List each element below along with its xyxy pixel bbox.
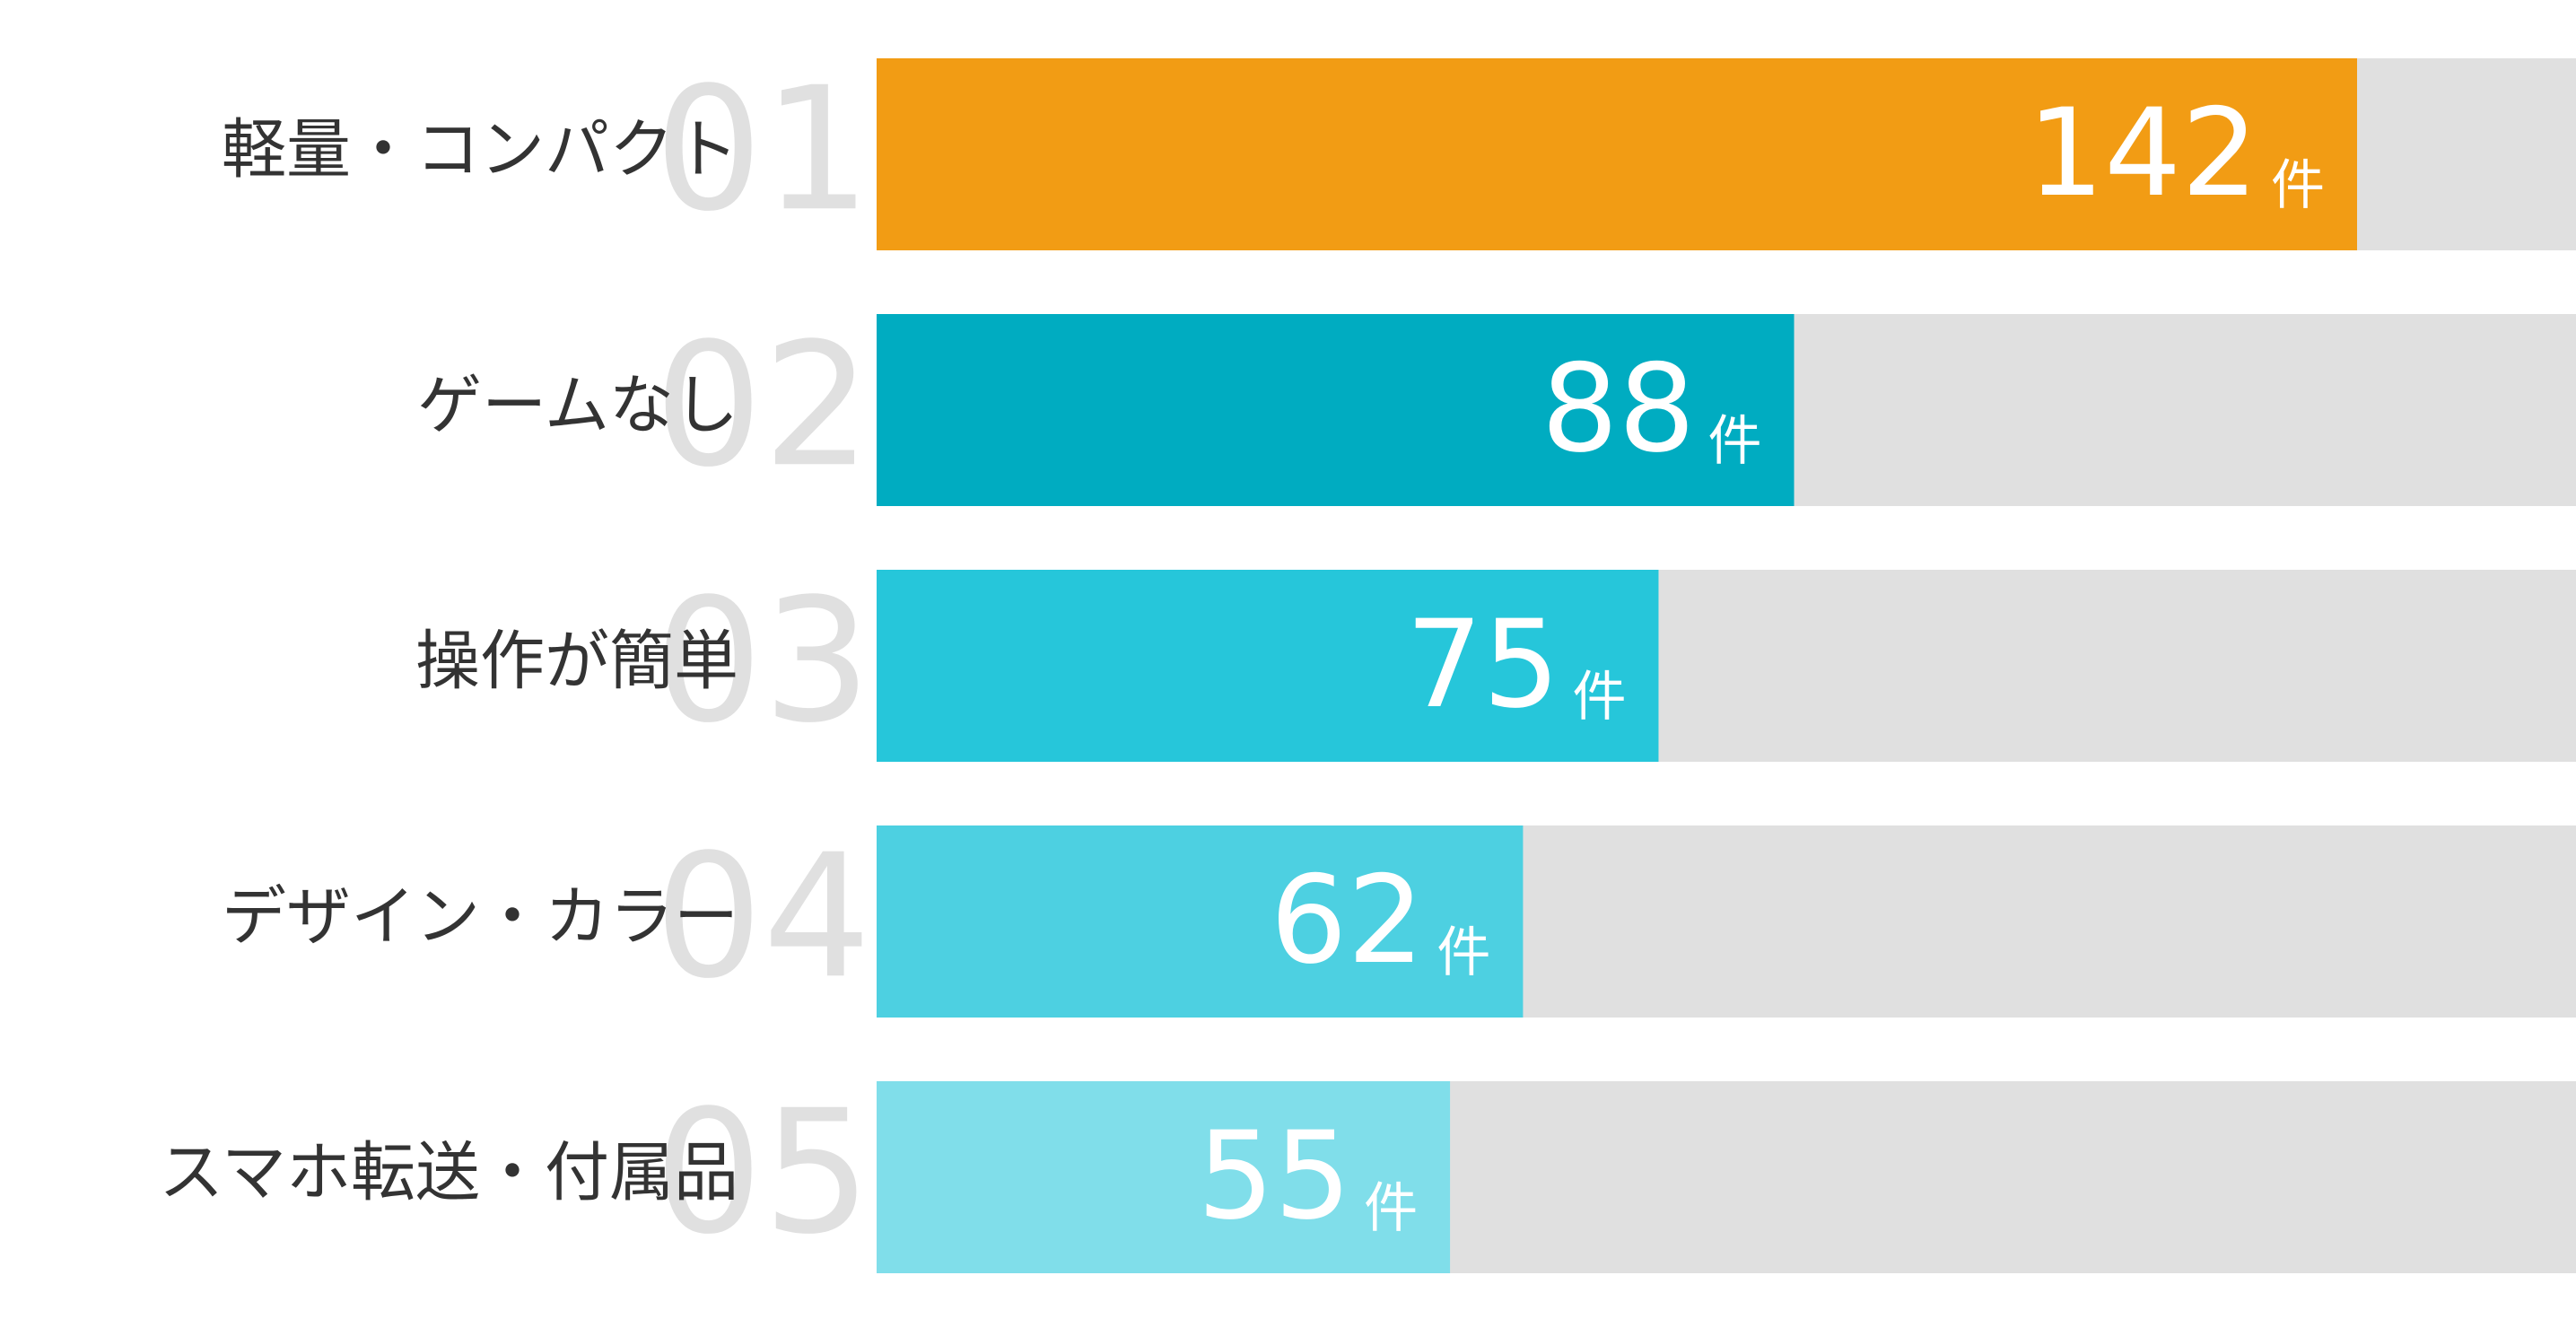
bar [877,1081,1451,1273]
value-unit: 件 [1572,666,1626,729]
value-number: 55 [1197,1105,1351,1246]
value-label: 62 件 [1271,850,1491,991]
bar [877,825,1524,1018]
value-unit: 件 [1436,922,1490,984]
value-number: 62 [1271,850,1425,991]
value-number: 75 [1406,594,1560,735]
value-label: 142 件 [2027,83,2325,223]
value-label: 88 件 [1541,338,1762,479]
value-unit: 件 [2271,154,2325,217]
rank-number: 04 [654,817,871,1016]
rank-number: 03 [654,562,871,760]
category-label: 軽量・コンパクト [222,112,738,188]
bar [877,314,1794,506]
bar [877,570,1659,762]
value-number: 88 [1541,338,1696,479]
value-unit: 件 [1364,1177,1418,1240]
value-label: 75 件 [1406,594,1627,735]
rank-number: 01 [654,50,871,249]
category-label: デザイン・カラー [222,879,738,955]
value-label: 55 件 [1197,1105,1418,1246]
bar [877,58,2357,250]
value-unit: 件 [1708,410,1762,473]
value-number: 142 [2027,83,2258,223]
rank-number: 05 [654,1073,871,1271]
category-label: 操作が簡単 [415,624,738,699]
rank-number: 02 [654,306,871,504]
category-label: ゲームなし [417,368,738,443]
category-label: スマホ転送・付属品 [159,1135,738,1210]
